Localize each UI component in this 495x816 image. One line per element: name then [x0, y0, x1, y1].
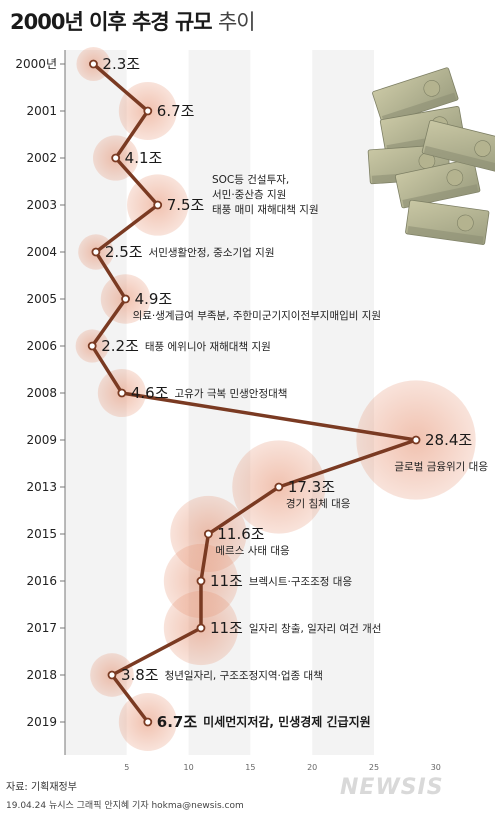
data-point — [411, 435, 421, 445]
grid-band — [312, 50, 374, 755]
data-point — [143, 106, 153, 116]
labels: 2000년 2.3조 2001 6.7조 2002 4.1조 2003 7.5조 SOC등 건설… — [15, 55, 488, 731]
year-label: 2016 — [26, 574, 57, 588]
annotation: 메르스 사태 대응 — [215, 545, 290, 557]
value-label: 7.5조 — [167, 196, 205, 214]
year-label: 2019 — [26, 715, 57, 729]
annotation: 미세먼지저감, 민생경제 긴급지원 — [203, 714, 370, 729]
banknote-portrait — [423, 80, 441, 97]
data-point — [87, 341, 97, 351]
value-label: 4.1조 — [125, 149, 163, 167]
banknote-portrait — [474, 140, 491, 157]
year-label: 2001 — [26, 104, 57, 118]
annotation: 고유가 극복 민생안정대책 — [175, 388, 288, 400]
value-label: 2.2조 — [101, 337, 139, 355]
data-point — [274, 482, 284, 492]
annotation: 글로벌 금융위기 대응 — [394, 460, 488, 473]
money-illustration — [367, 67, 495, 245]
value-label: 11조 — [210, 619, 243, 637]
year-label: 2000년 — [15, 57, 57, 71]
x-tick-label: 25 — [369, 763, 379, 772]
chart-title-sub: 추이 — [217, 10, 256, 34]
data-point — [153, 200, 163, 210]
value-label: 6.7조 — [157, 713, 198, 731]
data-point — [117, 388, 127, 398]
value-label: 2.3조 — [102, 55, 140, 73]
annotation: 의료·생계급여 부족분, 주한미군기지이전부지매입비 지원 — [133, 309, 382, 322]
banknote-portrait — [446, 169, 464, 186]
annotation: 서민생활안정, 중소기업 지원 — [149, 246, 275, 259]
x-tick-label: 20 — [307, 763, 317, 772]
x-tick-label: 30 — [431, 763, 441, 772]
annotation: 태풍 매미 재해대책 지원 — [212, 203, 319, 216]
data-point — [121, 294, 130, 304]
annotation: 경기 침체 대응 — [286, 497, 351, 510]
year-label: 2004 — [26, 245, 57, 259]
year-label: 2017 — [26, 621, 57, 635]
x-ticks: 5 10 15 20 25 30 — [124, 763, 441, 772]
value-label: 17.3조 — [288, 478, 335, 496]
data-point — [143, 717, 153, 727]
year-label: 2003 — [26, 198, 57, 212]
value-label: 6.7조 — [157, 102, 195, 120]
annotation: 일자리 창출, 일자리 여건 개선 — [249, 622, 382, 635]
grid-band — [250, 50, 313, 755]
annotation: SOC등 건설투자, — [212, 174, 289, 186]
data-point — [89, 59, 98, 69]
value-label: 3.8조 — [121, 666, 159, 684]
x-tick-label: 10 — [184, 763, 194, 772]
data-point — [111, 153, 121, 163]
annotation: 청년일자리, 구조조정지역·업종 대책 — [165, 669, 323, 682]
year-label: 2018 — [26, 668, 57, 682]
data-point — [203, 529, 213, 539]
value-label: 28.4조 — [425, 431, 472, 449]
credit-line: 19.04.24 뉴시스 그래픽 안지혜 기자 hokma@newsis.com — [6, 801, 244, 811]
banknote-portrait — [457, 214, 474, 232]
data-point — [91, 247, 101, 257]
annotation: 서민·중산층 지원 — [212, 189, 286, 201]
year-label: 2008 — [26, 386, 57, 400]
banknote-edge — [423, 145, 495, 172]
value-label: 4.6조 — [131, 384, 169, 402]
year-label: 2005 — [26, 292, 57, 306]
data-point — [107, 670, 117, 680]
data-point — [196, 576, 206, 586]
annotation: 태풍 에위니아 재해대책 지원 — [145, 340, 271, 353]
source-note: 자료: 기획재정부 — [6, 782, 77, 793]
value-label: 11조 — [210, 572, 243, 590]
banknote-stack — [372, 67, 459, 125]
value-label: 2.5조 — [105, 243, 143, 261]
banknote-stack — [405, 199, 490, 245]
value-label: 4.9조 — [135, 290, 173, 308]
series-line — [87, 59, 421, 727]
year-label: 2013 — [26, 480, 57, 494]
x-tick-label: 5 — [124, 763, 129, 772]
banknote-edge — [407, 226, 484, 245]
annotation: 브렉시트·구조조정 대응 — [249, 576, 353, 588]
banknote-edge — [381, 92, 457, 124]
year-label: 2009 — [26, 433, 57, 447]
x-tick-label: 15 — [245, 763, 255, 772]
data-point — [196, 623, 206, 633]
value-label: 11.6조 — [217, 525, 264, 543]
chart-title: 2000년 이후 추경 규모 추이 — [10, 6, 256, 36]
year-label: 2015 — [26, 527, 57, 541]
year-label: 2002 — [26, 151, 57, 165]
chart-title-main: 2000년 이후 추경 규모 — [10, 10, 213, 34]
banknote-stack — [421, 120, 495, 173]
watermark: NEWSIS — [340, 775, 444, 800]
year-label: 2006 — [26, 339, 57, 353]
